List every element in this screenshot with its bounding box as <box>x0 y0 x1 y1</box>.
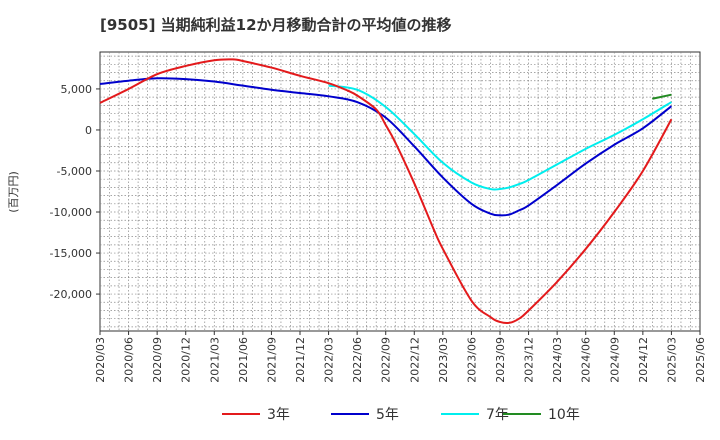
chart-title: [9505] 当期純利益12か月移動合計の平均値の推移 <box>100 16 452 34</box>
x-tick-label: 2024/12 <box>637 337 650 383</box>
plot-area <box>99 51 701 332</box>
x-tick-label: 2021/09 <box>265 337 278 383</box>
x-tick-label: 2022/03 <box>323 337 336 383</box>
y-tick-label: 0 <box>85 124 92 137</box>
x-tick-label: 2023/12 <box>523 337 536 383</box>
y-tick-label: -5,000 <box>57 165 92 178</box>
x-tick-label: 2023/03 <box>437 337 450 383</box>
y-axis-ticks: 5,000 0 -5,000 -10,000 -15,000 -20,000 <box>50 83 100 301</box>
legend: 3年 5年 7年 10年 <box>222 407 580 423</box>
series-lines <box>99 58 673 325</box>
x-tick-label: 2020/12 <box>180 337 193 383</box>
x-tick-label: 2021/03 <box>208 337 221 383</box>
series-line-3年 <box>99 58 673 325</box>
x-tick-label: 2024/03 <box>551 337 564 383</box>
x-tick-label: 2024/09 <box>608 337 621 383</box>
y-tick-label: -15,000 <box>50 247 92 260</box>
x-tick-label: 2020/03 <box>94 337 107 383</box>
x-tick-label: 2022/09 <box>380 337 393 383</box>
x-axis-ticks: 2020/03 2020/06 2020/09 2020/12 2021/03 2021/… <box>94 331 707 383</box>
x-tick-label: 2022/12 <box>408 337 421 383</box>
x-tick-label: 2024/06 <box>580 337 593 383</box>
y-tick-label: 5,000 <box>61 83 93 96</box>
legend-label: 10年 <box>548 407 580 423</box>
x-tick-label: 2020/09 <box>151 337 164 383</box>
series-line-5年 <box>99 77 673 217</box>
y-tick-label: -10,000 <box>50 206 92 219</box>
grid-lines <box>100 52 700 331</box>
x-tick-label: 2021/06 <box>237 337 250 383</box>
x-tick-label: 2025/06 <box>694 337 707 383</box>
x-tick-label: 2022/06 <box>351 337 364 383</box>
series-line-7年 <box>328 84 672 191</box>
x-tick-label: 2025/03 <box>665 337 678 383</box>
y-axis-label: (百万円) <box>7 171 20 213</box>
legend-label: 7年 <box>486 407 509 423</box>
x-tick-label: 2020/06 <box>123 337 136 383</box>
legend-label: 5年 <box>376 407 399 423</box>
y-tick-label: -20,000 <box>50 288 92 301</box>
x-tick-label: 2023/09 <box>494 337 507 383</box>
x-tick-label: 2023/06 <box>465 337 478 383</box>
legend-label: 3年 <box>267 407 290 423</box>
x-tick-label: 2021/12 <box>294 337 307 383</box>
series-line-10年 <box>652 93 672 100</box>
